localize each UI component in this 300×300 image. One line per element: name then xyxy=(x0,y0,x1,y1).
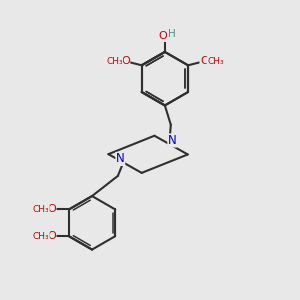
Text: O: O xyxy=(47,204,56,214)
Text: O: O xyxy=(121,56,130,66)
Text: N: N xyxy=(116,152,125,165)
Text: H: H xyxy=(167,29,175,39)
Text: CH₃: CH₃ xyxy=(33,205,49,214)
Text: CH₃: CH₃ xyxy=(33,232,49,241)
Text: N: N xyxy=(168,134,177,147)
Text: CH₃: CH₃ xyxy=(106,57,123,66)
Text: CH₃: CH₃ xyxy=(207,57,224,66)
Text: O: O xyxy=(47,231,56,241)
Text: O: O xyxy=(200,56,209,66)
Text: O: O xyxy=(158,32,167,41)
